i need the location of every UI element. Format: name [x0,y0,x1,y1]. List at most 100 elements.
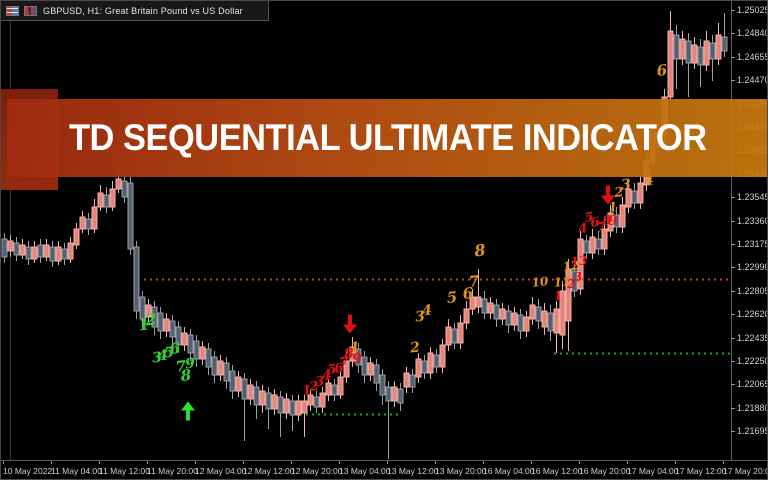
price-tick [731,431,735,432]
candle-body [151,306,158,328]
candle-body [667,30,674,98]
candle-body [307,394,314,406]
time-label: 11 May 04:00 [51,466,102,476]
candle-body [247,384,254,400]
candle-body [403,372,410,388]
candle-body [367,362,374,376]
candle-body [319,392,326,408]
time-label: 16 May 12:00 [531,466,583,476]
time-label: 13 May 04:00 [339,466,391,476]
candle-body [91,206,98,230]
price-tick [731,338,735,339]
price-tick [731,361,735,362]
candle-body [529,304,536,320]
candle-body [235,376,242,392]
td-count-setup-green: 9 [184,355,196,373]
time-tick [483,460,484,464]
td-count-setup-orange: 2 [409,339,421,357]
price-label: 1.24470 [737,75,768,85]
price-label: 1.23360 [737,216,768,226]
price-tick [731,197,735,198]
candle-body [559,290,566,336]
candle-body [385,386,392,402]
candle-body [523,316,530,332]
candle-body [175,326,182,346]
price-tick [731,384,735,385]
candle-body [313,396,320,408]
price-label: 1.24655 [737,52,768,62]
candle-body [301,400,308,414]
price-tick [731,33,735,34]
price-label: 1.23545 [737,192,768,202]
candle-body [1,238,8,258]
candle-body [607,212,614,232]
candle-body [265,392,272,410]
time-tick [627,460,628,464]
candle-body [349,346,356,362]
candle-body [211,356,218,376]
time-label: 10 May 2022 [3,466,53,476]
candle-body [415,358,422,378]
candle-body [205,348,212,368]
price-label: 1.22435 [737,333,768,343]
candle-body [355,348,362,366]
price-tick [731,244,735,245]
candle-body [277,396,284,414]
candle-body [187,334,194,354]
candle-body [481,298,488,314]
candle-body [79,216,86,230]
td-count-setup-orange: 6 [655,61,669,80]
candle-body [511,312,518,326]
candlestick-chart[interactable] [1,1,768,461]
candle-body [391,386,398,402]
candle-body [289,400,296,416]
candle-body [673,34,680,60]
candle-body [241,378,248,400]
candle-body [121,180,128,198]
time-tick [387,460,388,464]
banner-title: TD SEQUENTIAL ULTIMATE INDICATOR [69,117,707,158]
time-label: 12 May 20:00 [291,466,343,476]
td-count-countdown-red: 13 [569,253,589,269]
candle-body [709,42,716,60]
candle-body [181,332,188,346]
candle-body [697,46,704,66]
candle-body [115,178,122,190]
candle-body [109,188,116,208]
price-label: 1.22805 [737,286,768,296]
candle-body [409,374,416,388]
promo-banner: TD SEQUENTIAL ULTIMATE INDICATOR [7,99,767,177]
candle-body [337,376,344,396]
td-count-countdown-red: 9 [607,213,619,229]
candle-body [379,374,386,396]
candle-body [583,240,590,254]
candle-body [679,38,686,60]
time-tick [51,460,52,464]
price-label: 1.21695 [737,426,768,436]
candle-body [295,400,302,416]
buy-signal-arrow-icon [181,401,195,421]
time-tick [243,460,244,464]
price-tick [731,314,735,315]
price-tick [731,408,735,409]
price-label: 1.24840 [737,28,768,38]
sell-signal-arrow-icon [343,314,357,334]
candle-body [97,192,104,208]
time-label: 11 May 20:00 [147,466,198,476]
candle-body [73,228,80,246]
time-tick [291,460,292,464]
candle-body [715,34,722,60]
candle-body [487,302,494,314]
candle-body [253,386,260,406]
candle-body [397,388,404,404]
mt5-quotes-icon [6,5,19,16]
candle-body [19,244,26,256]
candle-body [361,356,368,376]
price-label: 1.22250 [737,356,768,366]
candle-body [283,398,290,414]
td-count-setup-orange: 5 [445,288,459,307]
time-tick [147,460,148,464]
candle-body [25,246,32,260]
td-count-setup-orange: 3 [620,176,632,194]
candle-body [217,360,224,376]
